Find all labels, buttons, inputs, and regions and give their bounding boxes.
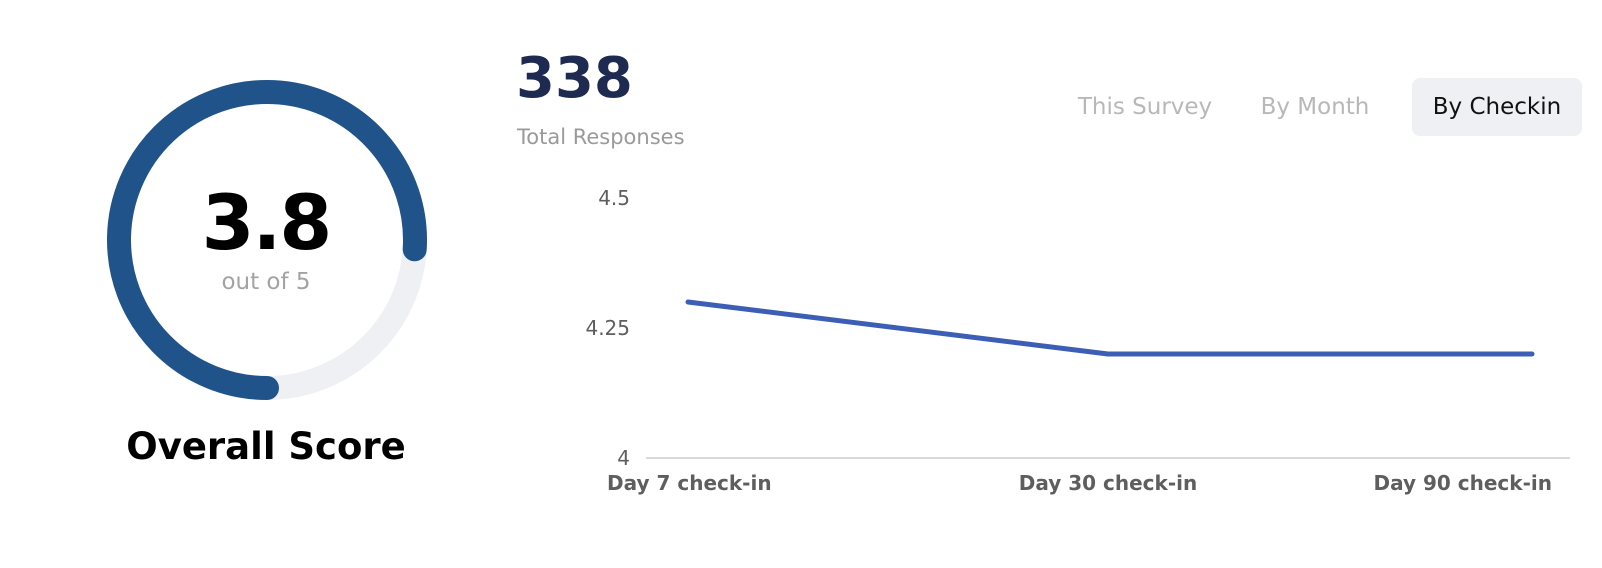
score-title: Overall Score bbox=[126, 425, 406, 468]
series-line bbox=[687, 299, 1532, 357]
data-point bbox=[1529, 351, 1535, 357]
total-responses-label: Total Responses bbox=[517, 125, 685, 149]
tab-by-month[interactable]: By Month bbox=[1260, 94, 1370, 120]
x-tick-label: Day 90 check-in bbox=[1374, 471, 1553, 495]
tab-this-survey[interactable]: This Survey bbox=[1077, 94, 1213, 120]
view-toggle: This Survey By Month By Checkin bbox=[1070, 78, 1582, 136]
total-responses-count: 338 bbox=[516, 46, 633, 111]
score-value: 3.8 bbox=[201, 178, 333, 267]
tab-by-checkin[interactable]: By Checkin bbox=[1412, 78, 1582, 136]
y-tick-label: 4 bbox=[617, 446, 630, 470]
score-gauge bbox=[107, 80, 427, 400]
data-point bbox=[1105, 351, 1111, 357]
y-tick-label: 4.25 bbox=[585, 316, 630, 340]
overall-score-panel: 3.8 out of 5 Overall Score bbox=[0, 0, 520, 568]
x-tick-label: Day 30 check-in bbox=[1019, 471, 1198, 495]
gauge-progress-arc bbox=[107, 80, 427, 400]
data-point bbox=[685, 299, 691, 305]
score-scale-label: out of 5 bbox=[221, 269, 311, 295]
y-tick-label: 4.5 bbox=[598, 186, 630, 210]
x-tick-label: Day 7 check-in bbox=[607, 471, 772, 495]
